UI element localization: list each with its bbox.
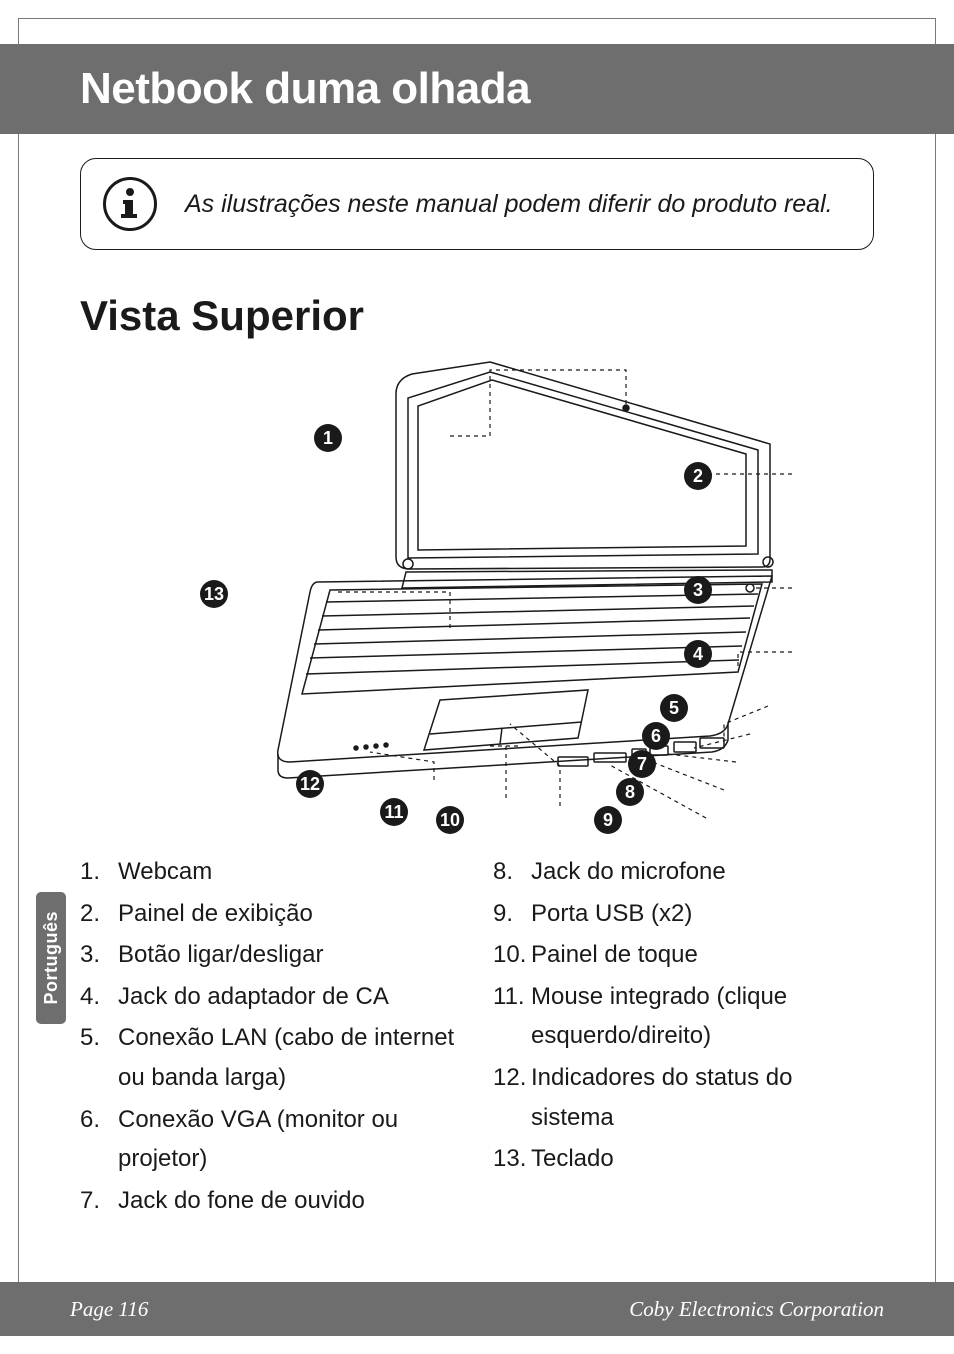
legend-text: Indicadores do status do sistema [531,1058,874,1137]
footer-page: Page 116 [70,1297,148,1322]
legend-col-right: 8.Jack do microfone 9.Porta USB (x2) 10.… [493,852,874,1222]
callout-5: 5 [660,694,688,722]
page-footer: Page 116 Coby Electronics Corporation [0,1282,954,1336]
legend-num: 6. [80,1100,118,1179]
legend-num: 10. [493,935,531,975]
legend-col-left: 1.Webcam 2.Painel de exibição 3.Botão li… [80,852,461,1222]
header-band: Netbook duma olhada [0,44,954,134]
language-tab: Português [36,892,66,1024]
callout-1: 1 [314,424,342,452]
legend-num: 4. [80,977,118,1017]
legend-text: Painel de exibição [118,894,461,934]
legend-num: 11. [493,977,531,1056]
legend-num: 13. [493,1139,531,1179]
info-text: As ilustrações neste manual podem diferi… [185,188,833,221]
page-title: Netbook duma olhada [80,64,530,114]
legend-text: Jack do fone de ouvido [118,1181,461,1221]
callout-11: 11 [380,798,408,826]
legend-text: Teclado [531,1139,874,1179]
legend-text: Conexão VGA (monitor ou projetor) [118,1100,461,1179]
callout-8: 8 [616,778,644,806]
legend-num: 7. [80,1181,118,1221]
legend-text: Webcam [118,852,461,892]
legend-num: 1. [80,852,118,892]
callout-12: 12 [296,770,324,798]
callout-2: 2 [684,462,712,490]
callout-4: 4 [684,640,712,668]
footer-company: Coby Electronics Corporation [629,1297,884,1322]
info-icon [103,177,157,231]
legend-text: Botão ligar/desligar [118,935,461,975]
content-area: As ilustrações neste manual podem diferi… [80,158,874,1274]
legend-text: Jack do microfone [531,852,874,892]
legend-num: 12. [493,1058,531,1137]
section-heading: Vista Superior [80,292,874,340]
callout-9: 9 [594,806,622,834]
legend-text: Painel de toque [531,935,874,975]
legend-num: 8. [493,852,531,892]
callout-13: 13 [200,580,228,608]
legend-text: Porta USB (x2) [531,894,874,934]
legend-text: Jack do adaptador de CA [118,977,461,1017]
language-tab-label: Português [41,911,62,1005]
callout-7: 7 [628,750,656,778]
legend-num: 9. [493,894,531,934]
callout-6: 6 [642,722,670,750]
callout-3: 3 [684,576,712,604]
legend-lists: 1.Webcam 2.Painel de exibição 3.Botão li… [80,852,874,1222]
callout-10: 10 [436,806,464,834]
info-box: As ilustrações neste manual podem diferi… [80,158,874,250]
legend-num: 3. [80,935,118,975]
netbook-diagram: 1 2 3 4 5 6 7 8 9 10 11 12 13 [80,354,874,844]
legend-num: 5. [80,1018,118,1097]
legend-text: Conexão LAN (cabo de internet ou banda l… [118,1018,461,1097]
legend-num: 2. [80,894,118,934]
legend-text: Mouse integrado (clique esquerdo/direito… [531,977,874,1056]
